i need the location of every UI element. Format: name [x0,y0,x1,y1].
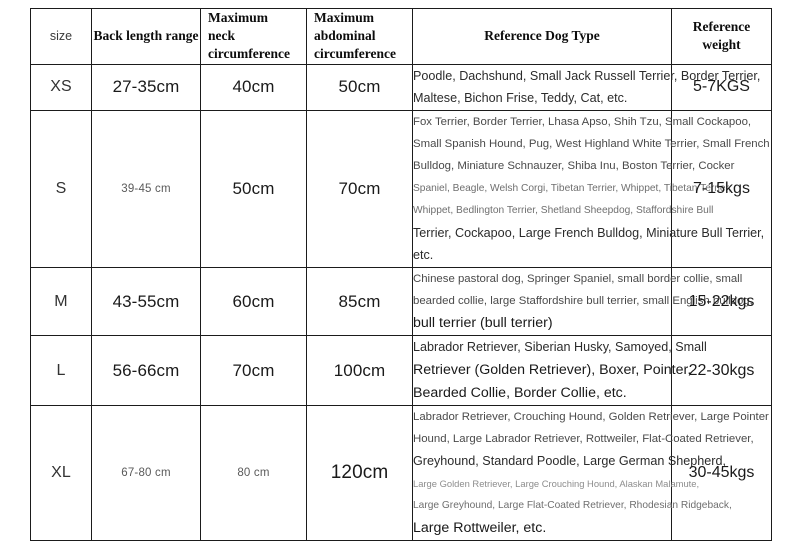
table-row: L 56-66cm 70cm 100cm Labrador Retriever,… [30,335,772,406]
cell-back-length-range: 43-55cm [91,266,201,337]
table-header: size Back length range Maximum neck circ… [30,8,772,65]
cell-reference-dog-type: Poodle, Dachshund, Small Jack Russell Te… [412,63,761,111]
cell-reference-dog-type: Chinese pastoral dog, Springer Spaniel, … [412,266,753,337]
cell-max-abdominal-circumference: 85cm [306,266,413,337]
cell-reference-weight: 5-7KGS [671,63,772,111]
column-header-max-neck-circumference: Maximum neck circumference [200,8,307,65]
dog-type-line: Chinese pastoral dog, Springer Spaniel, … [413,272,743,285]
cell-reference-weight: 30-45kgs [671,404,772,541]
cell-size: S [30,109,92,268]
table-row: M 43-55cm 60cm 85cm Chinese pastoral dog… [30,266,772,337]
header-line-2: neck circumference [208,28,290,62]
cell-reference-dog-type: Labrador Retriever, Crouching Hound, Gol… [412,404,769,541]
cell-max-neck-circumference: 50cm [200,109,307,268]
cell-reference-weight: 15-22kgs [671,266,772,337]
dog-type-line: Whippet, Bedlington Terrier, Shetland Sh… [413,204,714,216]
dog-type-line: bull terrier (bull terrier) [413,315,553,332]
table-row: XL 67-80 cm 80 cm 120cm Labrador Retriev… [30,404,772,541]
cell-max-abdominal-circumference: 70cm [306,109,413,268]
cell-reference-weight: 7-15kgs [671,109,772,268]
cell-max-neck-circumference: 40cm [200,63,307,111]
cell-size: XS [30,63,92,111]
cell-max-abdominal-circumference: 50cm [306,63,413,111]
column-header-size: size [30,8,92,65]
cell-back-length-range: 39-45 cm [91,109,201,268]
cell-size: XL [30,404,92,541]
dog-type-line: Greyhound, Standard Poodle, Large German… [413,454,726,469]
dog-type-line: Large Rottweiler, etc. [413,519,547,536]
cell-back-length-range: 56-66cm [91,335,201,406]
cell-reference-dog-type: Fox Terrier, Border Terrier, Lhasa Apso,… [412,109,770,268]
dog-type-line: Fox Terrier, Border Terrier, Lhasa Apso,… [413,115,752,128]
dog-type-line: Large Greyhound, Large Flat-Coated Retri… [413,499,732,511]
cell-back-length-range: 67-80 cm [91,404,201,541]
dog-type-line: Bearded Collie, Border Collie, etc. [413,384,627,401]
dog-type-line: bearded collie, large Staffordshire bull… [413,295,753,308]
table-row: S 39-45 cm 50cm 70cm Fox Terrier, Border… [30,109,772,268]
dog-type-line: Bulldog, Miniature Schnauzer, Shiba Inu,… [413,160,735,173]
dog-type-line: Labrador Retriever, Siberian Husky, Samo… [413,340,707,355]
cell-max-abdominal-circumference: 120cm [306,404,413,541]
column-header-reference-weight: Reference weight [671,8,772,65]
table-body: XS 27-35cm 40cm 50cm Poodle, Dachshund, … [30,63,772,541]
cell-size: L [30,335,92,406]
dog-type-line: Terrier, Cockapoo, Large French Bulldog,… [413,225,765,240]
cell-max-neck-circumference: 60cm [200,266,307,337]
cell-max-abdominal-circumference: 100cm [306,335,413,406]
table-row: XS 27-35cm 40cm 50cm Poodle, Dachshund, … [30,63,772,111]
column-header-max-abdominal-circumference: Maximum abdominal circumference [306,8,413,65]
column-header-reference-dog-type: Reference Dog Type [412,8,672,65]
dog-type-line: Maltese, Bichon Frise, Teddy, Cat, etc. [413,91,628,106]
dog-type-line: Hound, Large Labrador Retriever, Rottwei… [413,433,754,446]
dog-type-line: Small Spanish Hound, Pug, West Highland … [413,138,770,151]
column-header-back-length-range: Back length range [91,8,201,65]
header-line-1: Maximum abdominal [314,10,376,44]
header-row: size Back length range Maximum neck circ… [30,8,772,65]
dog-type-line: etc. [413,248,434,263]
cell-max-neck-circumference: 70cm [200,335,307,406]
cell-max-neck-circumference: 80 cm [200,404,307,541]
header-line-1: Maximum [208,10,268,25]
cell-reference-dog-type: Labrador Retriever, Siberian Husky, Samo… [412,335,707,406]
dog-type-line: Labrador Retriever, Crouching Hound, Gol… [413,410,769,423]
dog-type-line: Large Golden Retriever, Large Crouching … [413,478,700,490]
cell-reference-weight: 22-30kgs [671,335,772,406]
dog-type-line: Spaniel, Beagle, Welsh Corgi, Tibetan Te… [413,182,732,194]
dog-type-line: Poodle, Dachshund, Small Jack Russell Te… [413,68,761,83]
dog-size-chart-table: size Back length range Maximum neck circ… [30,8,772,541]
dog-type-line: Retriever (Golden Retriever), Boxer, Poi… [413,361,692,378]
cell-size: M [30,266,92,337]
cell-back-length-range: 27-35cm [91,63,201,111]
header-line-2: circumference [314,46,396,62]
size-chart-page: size Back length range Maximum neck circ… [30,8,772,541]
